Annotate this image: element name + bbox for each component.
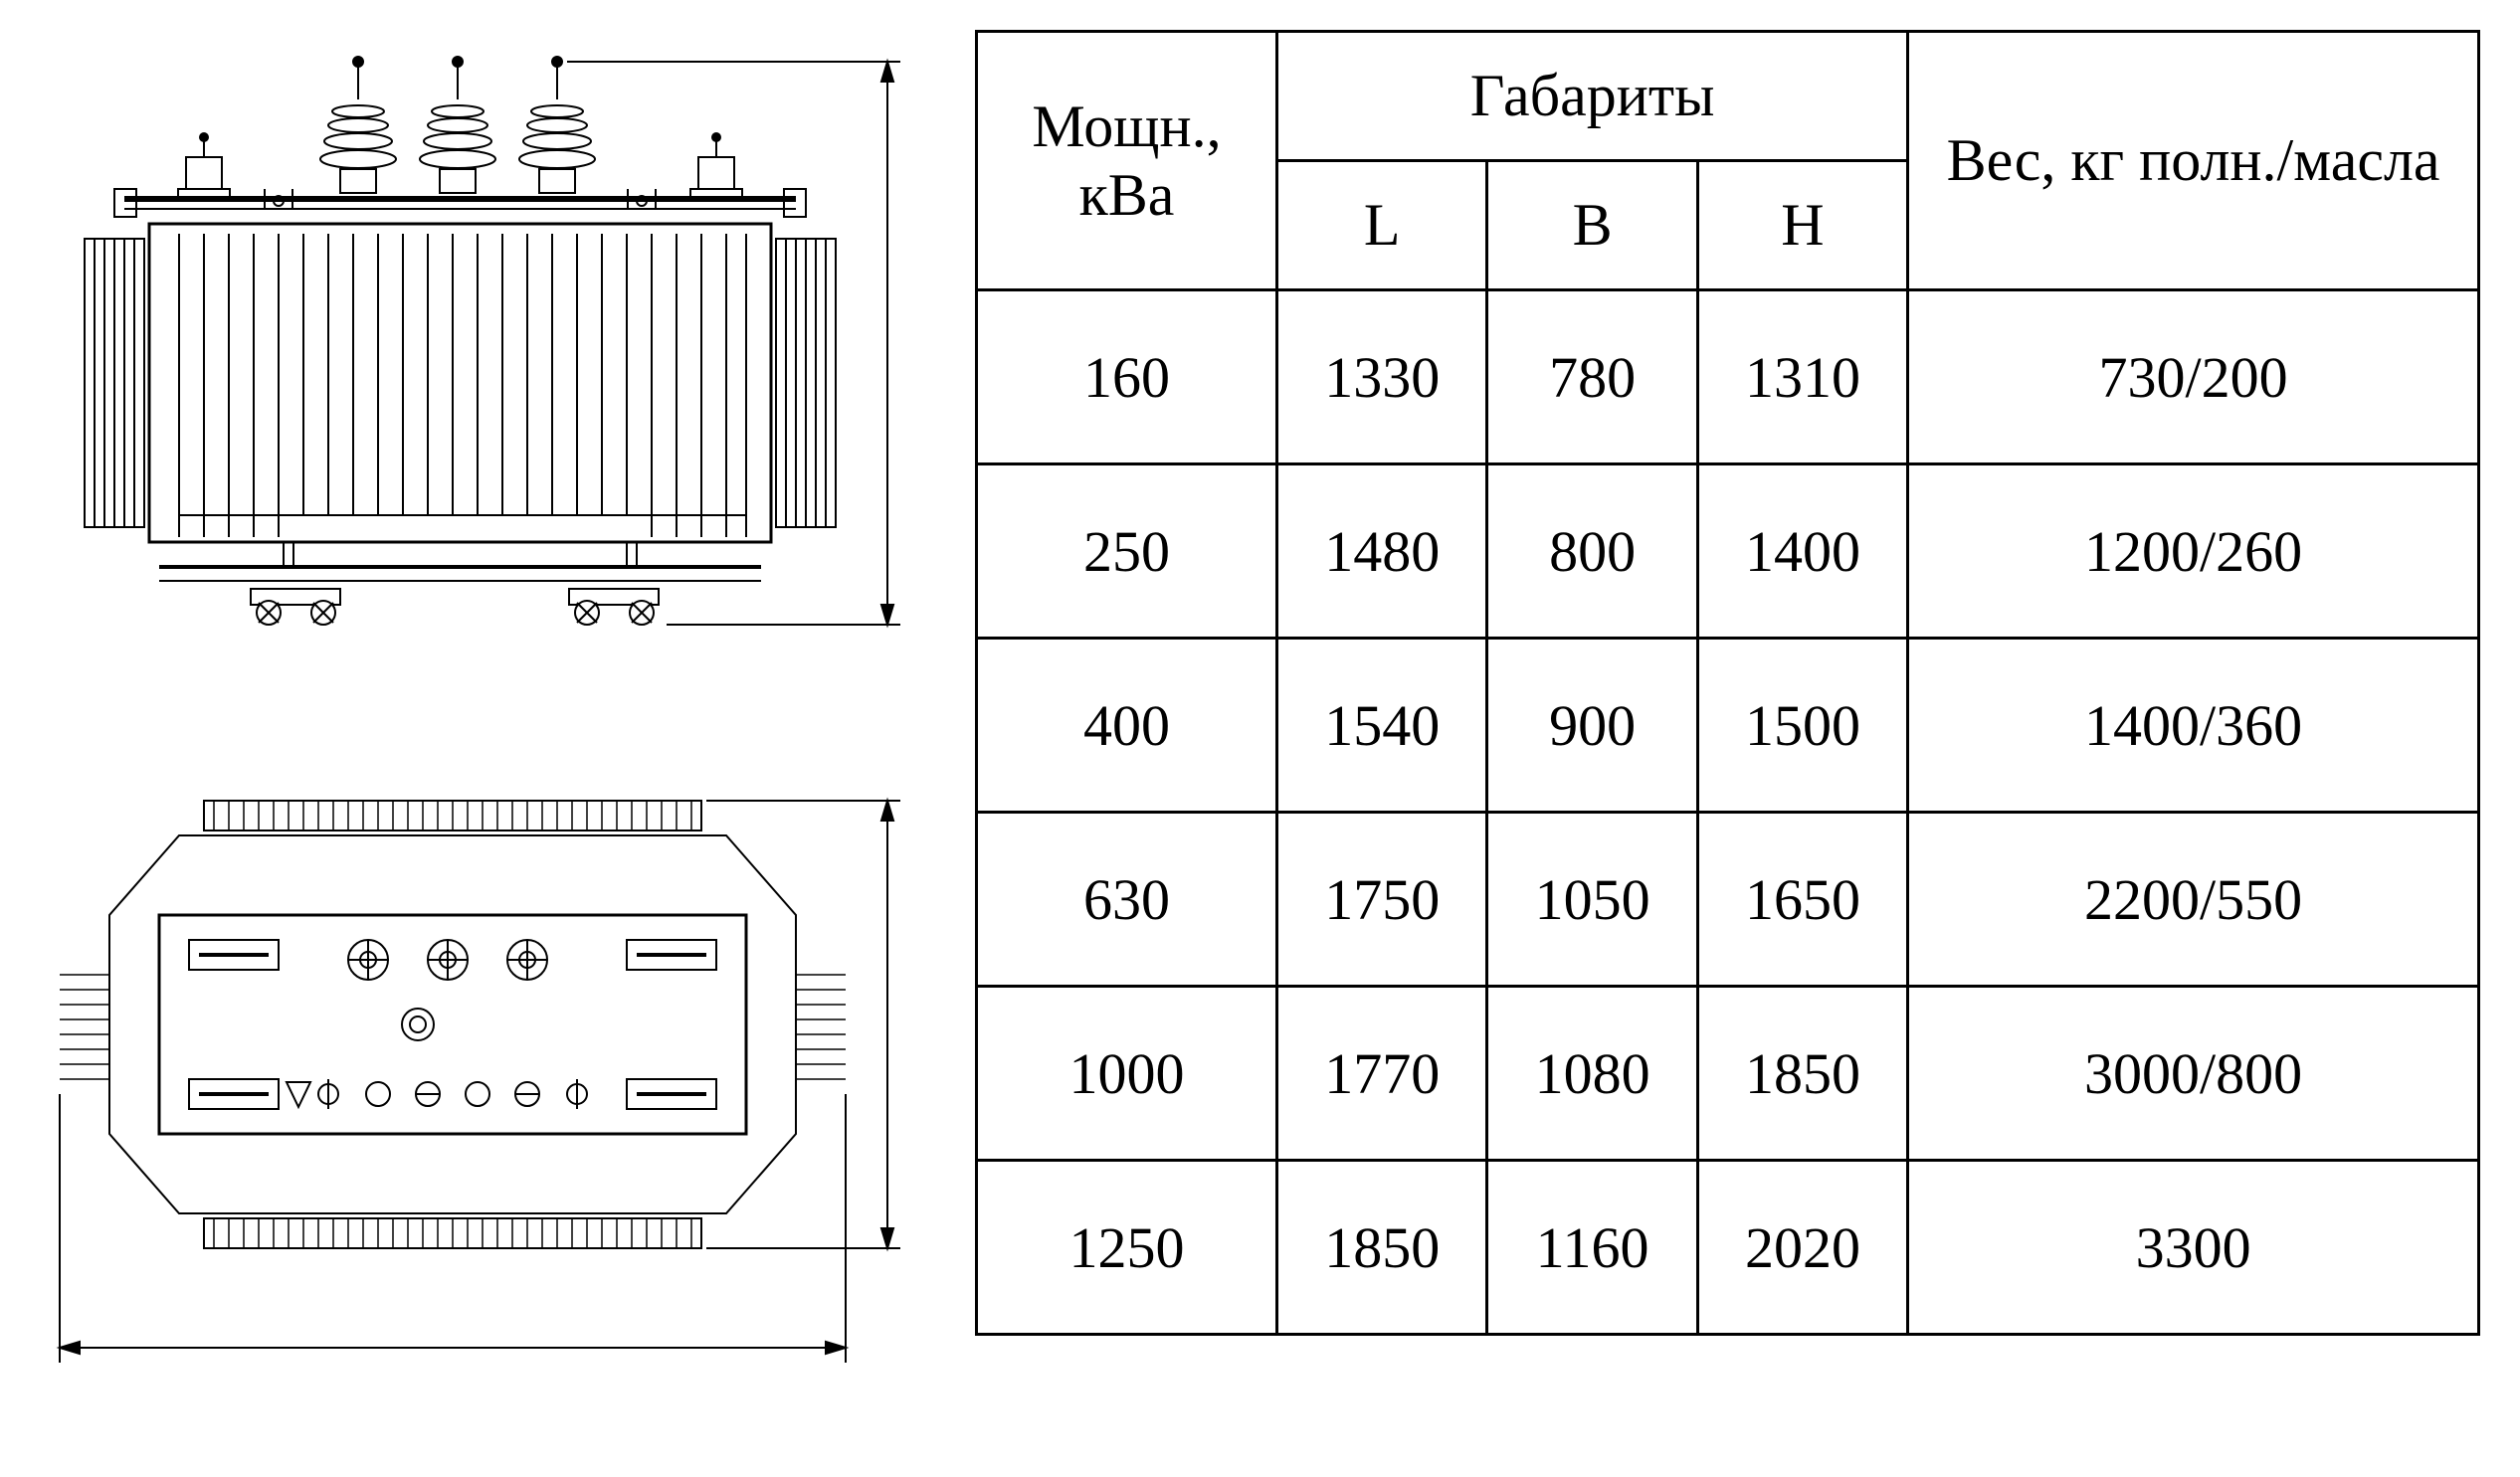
cell-H: 1500 <box>1697 639 1907 813</box>
front-view-svg <box>30 40 925 686</box>
front-view <box>30 40 945 686</box>
cell-weight: 3000/800 <box>1908 987 2479 1161</box>
cell-H: 1400 <box>1697 464 1907 639</box>
table-row: 400 1540 900 1500 1400/360 <box>977 639 2479 813</box>
spec-table-container: Мощн., кВа Габариты Вес, кг полн./масла … <box>945 30 2480 1336</box>
cell-B: 780 <box>1487 290 1697 464</box>
cell-B: 1160 <box>1487 1161 1697 1335</box>
cell-B: 800 <box>1487 464 1697 639</box>
cell-B: 1050 <box>1487 813 1697 987</box>
cell-L: 1540 <box>1277 639 1487 813</box>
cell-L: 1330 <box>1277 290 1487 464</box>
cell-weight: 2200/550 <box>1908 813 2479 987</box>
cell-weight: 3300 <box>1908 1161 2479 1335</box>
cell-L: 1850 <box>1277 1161 1487 1335</box>
table-row: 1250 1850 1160 2020 3300 <box>977 1161 2479 1335</box>
table-row: 160 1330 780 1310 730/200 <box>977 290 2479 464</box>
cell-weight: 1200/260 <box>1908 464 2479 639</box>
cell-weight: 730/200 <box>1908 290 2479 464</box>
cell-L: 1480 <box>1277 464 1487 639</box>
table-row: 250 1480 800 1400 1200/260 <box>977 464 2479 639</box>
top-view-svg <box>30 766 925 1402</box>
col-header-power: Мощн., кВа <box>977 32 1277 290</box>
drawings-column <box>30 30 945 1402</box>
cell-L: 1770 <box>1277 987 1487 1161</box>
table-row: 1000 1770 1080 1850 3000/800 <box>977 987 2479 1161</box>
cell-power: 630 <box>977 813 1277 987</box>
cell-H: 1850 <box>1697 987 1907 1161</box>
cell-power: 1250 <box>977 1161 1277 1335</box>
cell-power: 1000 <box>977 987 1277 1161</box>
page-root: Мощн., кВа Габариты Вес, кг полн./масла … <box>0 0 2520 1477</box>
table-row: 630 1750 1050 1650 2200/550 <box>977 813 2479 987</box>
cell-power: 160 <box>977 290 1277 464</box>
col-header-B: B <box>1487 161 1697 290</box>
col-header-H: H <box>1697 161 1907 290</box>
cell-H: 1650 <box>1697 813 1907 987</box>
cell-weight: 1400/360 <box>1908 639 2479 813</box>
col-header-dimensions: Габариты <box>1277 32 1908 161</box>
cell-power: 400 <box>977 639 1277 813</box>
cell-L: 1750 <box>1277 813 1487 987</box>
col-header-L: L <box>1277 161 1487 290</box>
spec-table: Мощн., кВа Габариты Вес, кг полн./масла … <box>975 30 2480 1336</box>
cell-H: 1310 <box>1697 290 1907 464</box>
cell-B: 900 <box>1487 639 1697 813</box>
cell-H: 2020 <box>1697 1161 1907 1335</box>
col-header-weight: Вес, кг полн./масла <box>1908 32 2479 290</box>
cell-B: 1080 <box>1487 987 1697 1161</box>
top-view <box>30 766 945 1402</box>
cell-power: 250 <box>977 464 1277 639</box>
